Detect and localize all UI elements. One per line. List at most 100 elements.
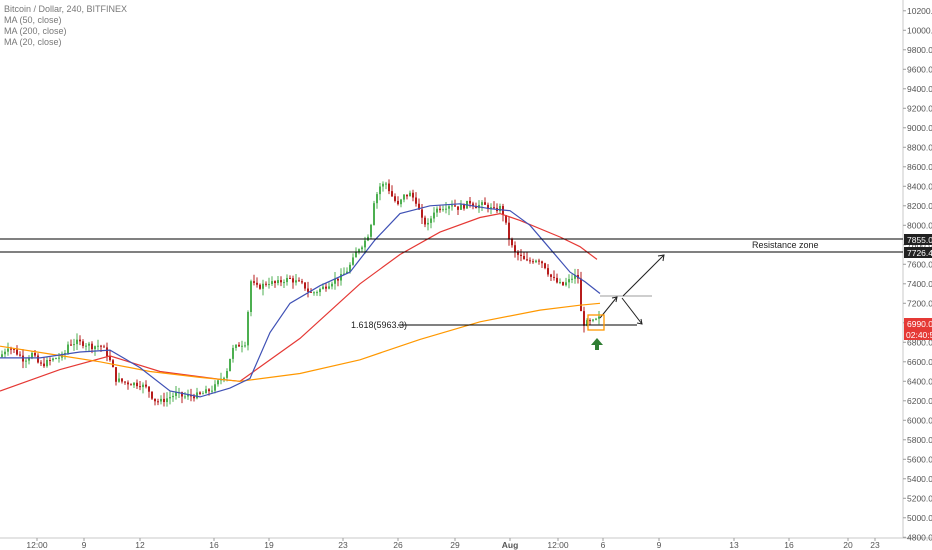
price-axis-label: 9400.0 (907, 84, 932, 94)
candle-body (397, 200, 399, 205)
candle-body (337, 278, 339, 281)
candle-body (76, 339, 78, 345)
candle-body (49, 360, 51, 362)
time-axis-label: 12:00 (547, 540, 569, 550)
price-axis-label: 6000.0 (907, 415, 932, 425)
candle-body (310, 291, 312, 293)
candle-body (106, 347, 108, 357)
candle-body (88, 343, 90, 346)
candle-body (457, 206, 459, 210)
candle-body (532, 261, 534, 263)
candle-body (73, 344, 75, 346)
candle-body (394, 196, 396, 201)
candle-body (10, 348, 12, 350)
price-axis-label: 5200.0 (907, 493, 932, 503)
candle-body (148, 386, 150, 392)
projection-line-up-2 (622, 254, 665, 297)
price-axis-label: 6200.0 (907, 396, 932, 406)
candle-body (160, 398, 162, 402)
candle-body (277, 280, 279, 284)
candle-body (412, 192, 414, 198)
time-axis-label: Aug (502, 540, 519, 550)
candle-body (499, 205, 501, 212)
candle-body (241, 345, 243, 347)
candle-body (586, 320, 588, 326)
candle-body (145, 384, 147, 387)
candle-body (94, 346, 96, 350)
ma20-line (0, 203, 601, 398)
candle-body (415, 197, 417, 204)
candle-body (250, 281, 252, 312)
candle-body (439, 208, 441, 211)
ma50-line (0, 212, 598, 392)
candle-body (232, 347, 234, 359)
candle-body (370, 224, 372, 237)
moving-average-lines (0, 203, 601, 398)
candle-body (70, 344, 72, 346)
projection-arrowhead-2 (636, 318, 643, 325)
projection-arrowhead-3 (657, 254, 665, 262)
svg-text:6990.0: 6990.0 (907, 319, 932, 329)
candle-body (493, 207, 495, 209)
candle-body (358, 249, 360, 253)
price-axis-label: 5400.0 (907, 474, 932, 484)
candle-body (529, 260, 531, 262)
price-axis-label: 9600.0 (907, 64, 932, 74)
price-axis-label: 6400.0 (907, 376, 932, 386)
candle-body (454, 205, 456, 207)
price-axis-label: 4800.0 (907, 532, 932, 542)
candle-body (301, 281, 303, 283)
candle-body (490, 207, 492, 209)
candle-body (364, 240, 366, 248)
time-axis-label: 9 (82, 540, 87, 550)
time-axis-label: 26 (393, 540, 403, 550)
candle-body (196, 392, 198, 399)
highlight-box[interactable] (587, 314, 605, 331)
candle-body (460, 204, 462, 210)
candle-body (295, 280, 297, 283)
candle-body (91, 343, 93, 350)
price-axis[interactable]: 4800.0 5000.0 5200.0 5400.0 5600.0 5800.0 6000… (903, 6, 932, 543)
candle-body (589, 320, 591, 322)
candle-body (199, 392, 201, 394)
svg-text:7855.0: 7855.0 (907, 235, 932, 245)
resistance-zone-label: Resistance zone (752, 240, 819, 250)
candle-body (436, 208, 438, 213)
candle-body (112, 360, 114, 368)
candle-body (598, 316, 600, 319)
time-axis[interactable]: 12:00 9 12 16 19 23 26 29 Aug 12:00 6 9 13 16 20 23 (26, 538, 880, 550)
countdown-tag: 02:40:52 (904, 329, 932, 340)
candle-body (565, 282, 567, 286)
candle-body (124, 381, 126, 383)
time-axis-label: 16 (784, 540, 794, 550)
candle-body (253, 281, 255, 283)
candle-body (55, 358, 57, 360)
candle-body (58, 357, 60, 359)
candle-body (421, 209, 423, 218)
candle-body (142, 384, 144, 388)
candle-body (361, 247, 363, 250)
candle-body (403, 194, 405, 200)
price-axis-label: 5800.0 (907, 435, 932, 445)
candle-body (463, 204, 465, 209)
candle-body (187, 394, 189, 397)
time-axis-label: 12 (135, 540, 145, 550)
candle-body (31, 352, 33, 358)
candle-body (475, 206, 477, 209)
candle-body (46, 360, 48, 367)
candle-body (418, 203, 420, 210)
candle-body (97, 345, 99, 347)
candle-body (271, 281, 273, 285)
candle-body (28, 357, 30, 361)
candle-body (322, 286, 324, 289)
candle-body (484, 202, 486, 205)
candle-body (355, 252, 357, 258)
candle-body (127, 382, 129, 385)
candle-body (34, 352, 36, 356)
candle-body (154, 398, 156, 402)
candlestick-series (1, 179, 600, 407)
candle-body (25, 360, 27, 362)
candle-body (280, 280, 282, 283)
candle-body (562, 282, 564, 286)
